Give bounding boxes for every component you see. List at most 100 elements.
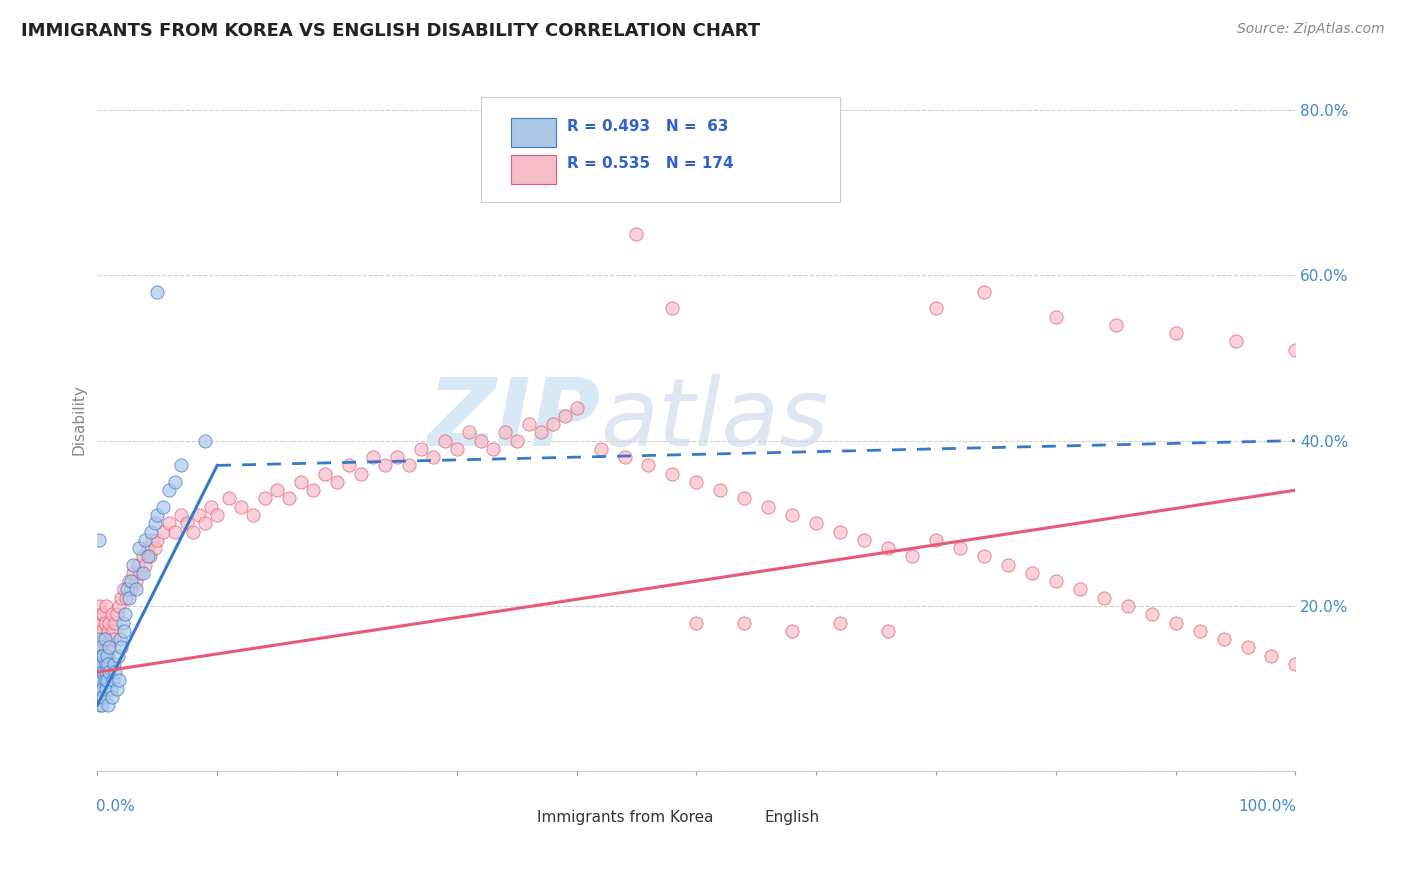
Point [830,524,852,539]
Point [165,475,187,489]
Point [94,681,117,696]
Point [530,425,553,440]
Point [470,434,492,448]
Point [90,607,112,622]
Point [110,640,132,655]
Point [87,533,110,547]
Point [104,665,127,679]
Point [96,673,118,688]
FancyBboxPatch shape [499,805,529,828]
Point [97,657,120,671]
Text: R = 0.535   N = 174: R = 0.535 N = 174 [567,156,734,171]
Point [100,681,122,696]
Point [125,582,148,597]
Y-axis label: Disability: Disability [72,384,86,455]
Point [626,227,648,241]
Text: Source: ZipAtlas.com: Source: ZipAtlas.com [1237,22,1385,37]
Point [136,549,159,564]
Point [152,524,174,539]
Point [90,690,112,704]
Text: Immigrants from Korea: Immigrants from Korea [537,810,714,824]
Point [756,500,779,514]
Point [494,425,516,440]
Point [103,657,125,671]
FancyBboxPatch shape [727,805,756,828]
Point [89,681,111,696]
Point [290,475,312,489]
Point [94,665,117,679]
Point [176,516,198,531]
Point [1164,615,1187,630]
Point [93,673,115,688]
Point [98,615,121,630]
Point [806,516,828,531]
Text: IMMIGRANTS FROM KOREA VS ENGLISH DISABILITY CORRELATION CHART: IMMIGRANTS FROM KOREA VS ENGLISH DISABIL… [21,22,761,40]
Point [709,483,731,498]
Point [733,615,755,630]
Point [90,632,112,646]
Point [117,574,139,589]
Point [1045,574,1067,589]
Point [422,450,444,464]
Point [105,607,128,622]
Point [661,467,683,481]
Point [87,632,110,646]
Point [93,648,115,663]
Point [134,558,156,572]
Point [125,574,148,589]
Point [1021,566,1043,580]
Point [853,533,876,547]
Text: 0.0%: 0.0% [96,799,135,814]
Point [146,508,169,522]
Point [1236,640,1258,655]
Point [194,516,217,531]
Point [91,657,114,671]
Point [93,665,115,679]
Point [1188,624,1211,638]
Point [108,632,131,646]
Point [409,442,432,456]
Point [103,632,125,646]
Point [170,458,193,473]
Point [117,591,139,605]
Point [98,640,121,655]
Point [143,541,166,555]
Point [361,450,384,464]
Point [97,698,120,713]
Point [146,285,169,299]
Point [194,434,217,448]
Point [925,533,948,547]
Point [96,632,118,646]
Point [242,508,264,522]
Point [385,450,408,464]
Point [87,648,110,663]
Point [94,599,117,613]
Point [165,524,187,539]
Point [100,690,122,704]
Point [93,648,115,663]
Point [120,582,142,597]
Point [87,673,110,688]
Text: atlas: atlas [600,375,828,466]
Point [93,632,115,646]
Point [457,425,479,440]
Point [112,624,135,638]
Text: ZIP: ZIP [427,374,600,466]
Point [554,409,576,423]
Point [1116,599,1139,613]
Point [89,657,111,671]
Point [1284,657,1306,671]
Point [141,524,163,539]
Point [94,657,117,671]
Point [1105,318,1128,332]
Point [350,467,373,481]
Point [89,673,111,688]
Point [90,665,112,679]
Point [589,442,612,456]
Point [97,624,120,638]
Point [98,665,121,679]
Point [1092,591,1115,605]
Point [87,681,110,696]
Point [314,467,336,481]
Point [93,632,115,646]
